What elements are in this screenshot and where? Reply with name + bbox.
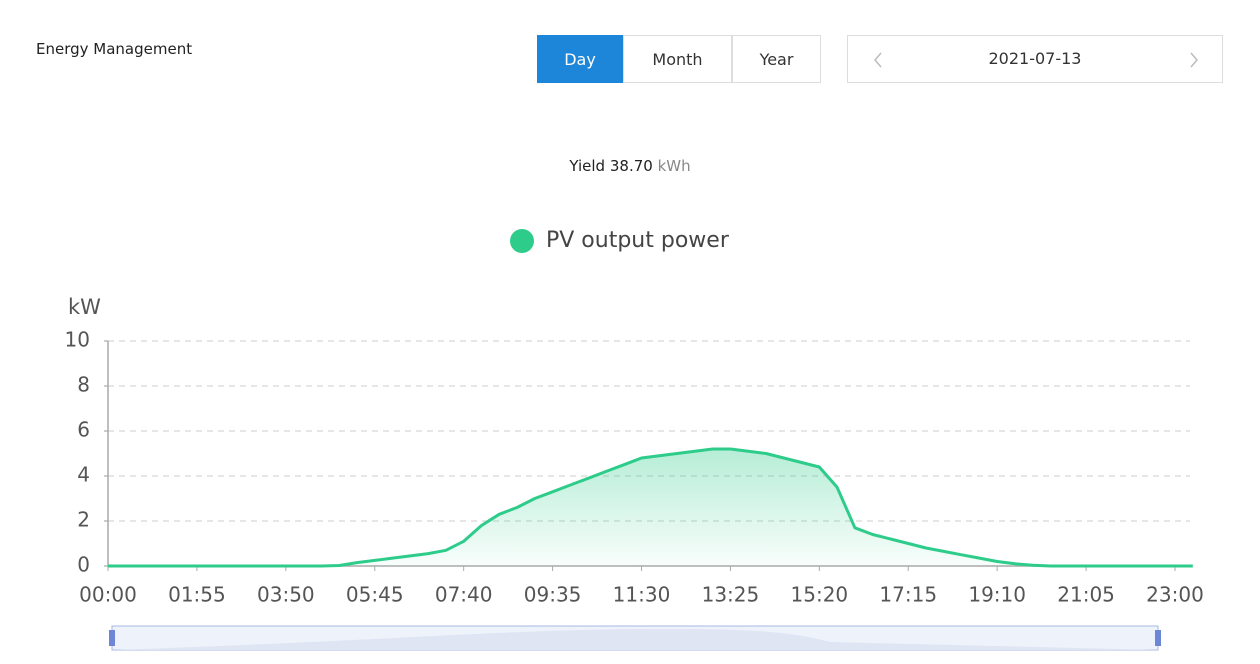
zoom-handle[interactable] bbox=[1155, 630, 1161, 646]
y-tick-label: 4 bbox=[77, 463, 90, 487]
tab[interactable]: Month bbox=[623, 35, 732, 83]
y-tick-label: 2 bbox=[77, 508, 90, 532]
date-text[interactable]: 2021-07-13 bbox=[988, 49, 1082, 68]
next-arrow[interactable] bbox=[1190, 52, 1198, 68]
x-tick-label: 09:35 bbox=[524, 583, 582, 607]
prev-arrow[interactable] bbox=[874, 52, 882, 68]
x-tick-label: 15:20 bbox=[791, 583, 849, 607]
x-tick-label: 21:05 bbox=[1057, 583, 1115, 607]
yield-label: Yield bbox=[569, 157, 606, 175]
x-tick-label: 00:00 bbox=[79, 583, 137, 607]
y-tick-label: 0 bbox=[77, 553, 90, 577]
date-picker: 2021-07-13 bbox=[847, 35, 1223, 83]
x-tick-label: 17:15 bbox=[879, 583, 937, 607]
x-tick-label: 03:50 bbox=[257, 583, 315, 607]
x-tick-label: 13:25 bbox=[702, 583, 760, 607]
x-tick-label: 05:45 bbox=[346, 583, 404, 607]
x-tick-label: 23:00 bbox=[1146, 583, 1204, 607]
tab[interactable]: Day bbox=[537, 35, 623, 83]
legend-marker bbox=[510, 229, 534, 253]
x-tick-label: 11:30 bbox=[613, 583, 671, 607]
x-tick-label: 01:55 bbox=[168, 583, 226, 607]
area bbox=[108, 449, 1193, 566]
y-tick-label: 8 bbox=[77, 373, 90, 397]
yield-value: 38.70 bbox=[609, 157, 653, 175]
yield-summary: Yield 38.70 kWh bbox=[0, 157, 1260, 175]
y-axis-label: kW bbox=[68, 295, 101, 319]
page-title: Energy Management bbox=[36, 40, 193, 58]
zoom-slider[interactable] bbox=[111, 625, 1159, 651]
x-tick-label: 07:40 bbox=[435, 583, 493, 607]
tab[interactable]: Year bbox=[732, 35, 821, 83]
yield-unit: kWh bbox=[657, 157, 691, 175]
zoom-preview bbox=[112, 628, 1158, 650]
y-tick-label: 10 bbox=[65, 328, 90, 352]
x-tick-label: 19:10 bbox=[968, 583, 1026, 607]
date-arrows bbox=[874, 52, 1198, 68]
legend-label: PV output power bbox=[546, 228, 730, 253]
line bbox=[108, 447, 1193, 568]
y-tick-label: 6 bbox=[77, 418, 90, 442]
zoom-handle[interactable] bbox=[109, 630, 115, 646]
